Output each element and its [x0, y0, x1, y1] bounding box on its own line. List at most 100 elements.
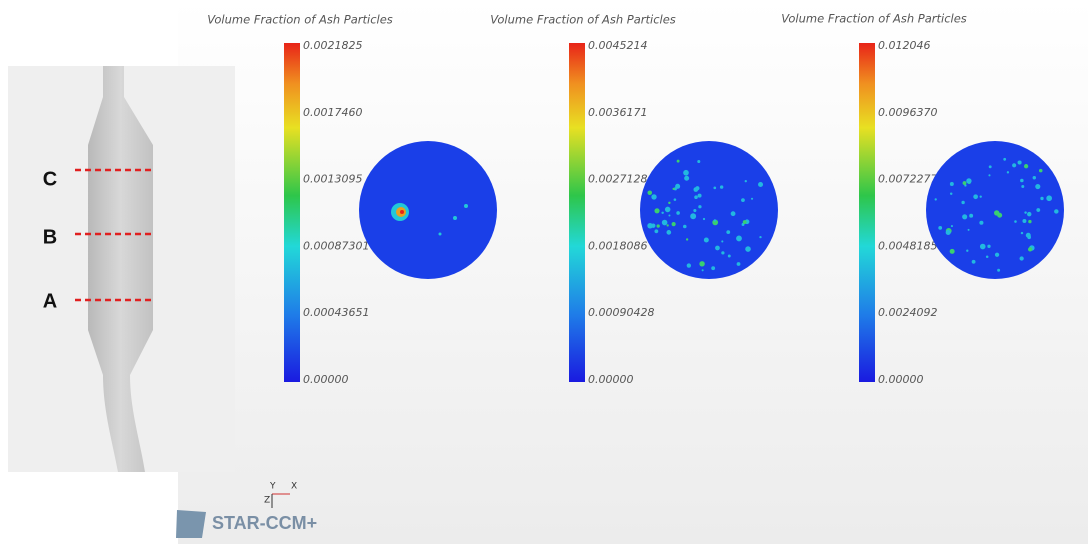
speck	[951, 225, 953, 227]
speck	[693, 209, 696, 212]
panel-title: Volume Fraction of Ash Particles	[781, 12, 967, 26]
scale-label: 0.0027128	[588, 173, 648, 186]
scale-label: 0.0024092	[878, 306, 938, 319]
speck	[758, 182, 763, 187]
speck	[950, 193, 952, 195]
speck	[647, 190, 652, 195]
speck	[1046, 195, 1052, 201]
speck	[1021, 185, 1024, 188]
scale-label: 0.0048185	[878, 239, 938, 252]
screenshot: C B A Volume Fraction of Ash Particles0.…	[0, 0, 1088, 544]
speck	[1019, 256, 1023, 260]
scale-label: 0.0096370	[878, 106, 938, 119]
speck	[721, 251, 724, 254]
speck	[988, 174, 990, 176]
section-label: A	[43, 290, 57, 312]
speck	[741, 198, 745, 202]
panel-title: Volume Fraction of Ash Particles	[490, 13, 676, 27]
speck	[980, 195, 982, 197]
speck	[702, 269, 704, 271]
speck	[654, 208, 659, 213]
speck	[674, 198, 677, 201]
speck	[1020, 179, 1024, 183]
scale-label: 0.0017460	[303, 106, 363, 119]
speck	[969, 214, 973, 218]
scale-label: 0.0072277	[878, 173, 938, 186]
speck	[1028, 247, 1032, 251]
logo-text: STAR-CCM+	[212, 513, 317, 533]
speck	[672, 188, 674, 190]
speck	[968, 229, 970, 231]
speck	[1036, 208, 1040, 212]
scale-label: 0.0013095	[303, 173, 363, 186]
speck	[713, 186, 716, 189]
speck	[697, 160, 700, 163]
speck	[1003, 158, 1006, 161]
contour-plots	[359, 141, 1064, 279]
speck	[711, 266, 715, 270]
speck	[694, 195, 698, 199]
speck	[683, 225, 687, 229]
speck	[980, 244, 986, 250]
speck	[676, 211, 680, 215]
scale-label: 0.00000	[878, 373, 924, 386]
scale-label: 0.00000	[588, 373, 634, 386]
speck	[731, 211, 736, 216]
speck	[1039, 169, 1043, 173]
scale-label: 0.00000	[303, 373, 349, 386]
speck	[743, 220, 747, 224]
speck	[684, 176, 689, 181]
color-bar	[284, 43, 300, 382]
speck	[938, 226, 942, 230]
speck	[715, 246, 720, 251]
speck	[647, 223, 653, 229]
speck	[995, 253, 999, 257]
scale-label: 0.00043651	[303, 306, 369, 319]
speck	[745, 180, 747, 182]
speck	[979, 221, 983, 225]
scale-label: 0.0018086	[588, 239, 648, 252]
speck	[966, 250, 968, 252]
speck	[751, 198, 753, 200]
speck	[683, 170, 689, 176]
speck	[661, 212, 663, 214]
speck	[989, 165, 992, 168]
axis-label: Y	[269, 482, 276, 492]
speck	[677, 160, 680, 163]
speck	[693, 187, 698, 192]
speck	[1021, 232, 1023, 234]
axis-label: Z	[264, 496, 270, 506]
speck	[654, 229, 658, 233]
speck	[1026, 233, 1031, 238]
speck	[675, 184, 680, 189]
speck	[1054, 209, 1058, 213]
speck	[699, 261, 704, 266]
scale-label: 0.00090428	[588, 306, 654, 319]
speck	[1018, 160, 1022, 164]
speck	[1022, 219, 1026, 223]
section-label: B	[43, 226, 57, 248]
speck	[1012, 163, 1016, 167]
scale-label: 0.00087301	[303, 239, 369, 252]
speck	[1027, 212, 1031, 216]
speck	[966, 178, 971, 183]
speck	[666, 230, 671, 235]
speck	[704, 238, 709, 243]
speck	[672, 222, 676, 226]
speck	[668, 214, 670, 216]
speck	[728, 255, 731, 258]
speck	[703, 218, 705, 220]
speck	[973, 194, 978, 199]
speck	[963, 181, 967, 185]
speck	[665, 207, 671, 213]
scale-label: 0.0045214	[588, 39, 648, 52]
color-bar	[859, 43, 875, 382]
speck	[1024, 211, 1026, 213]
speck	[950, 249, 955, 254]
speck	[690, 213, 696, 219]
speck	[935, 198, 937, 200]
color-bar	[569, 43, 585, 382]
speck	[737, 262, 741, 266]
axis-label: X	[291, 482, 297, 492]
panel-title: Volume Fraction of Ash Particles	[207, 13, 393, 27]
